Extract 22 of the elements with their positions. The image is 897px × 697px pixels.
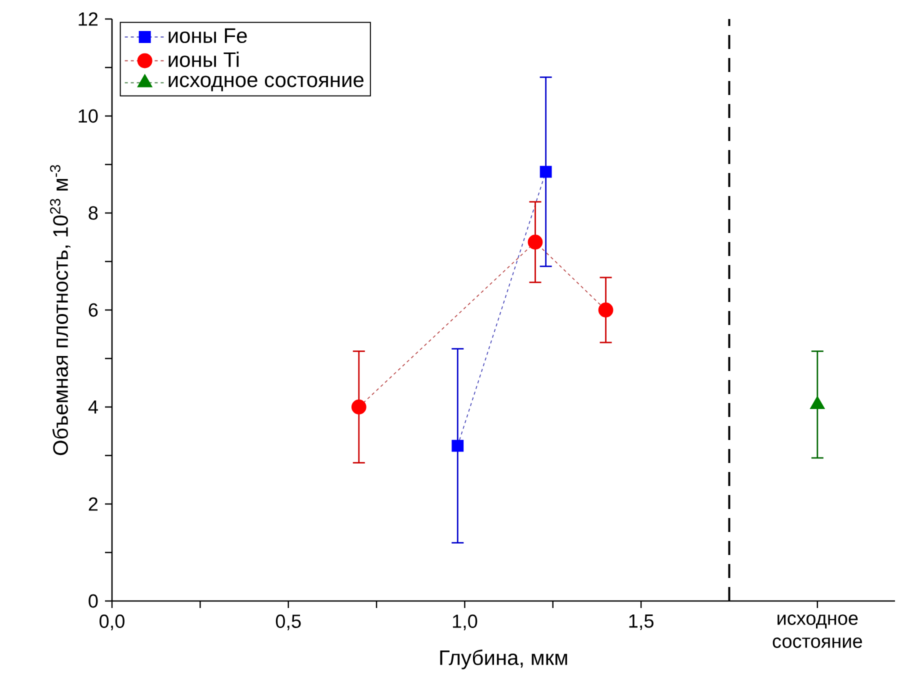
x-tick-label: 1,0 <box>452 614 478 630</box>
legend-label: ионы Ti <box>168 52 239 68</box>
y-tick-label: 10 <box>78 109 98 123</box>
x-tick-label: 0,5 <box>276 614 301 630</box>
point <box>598 302 614 318</box>
y-tick-label: 2 <box>88 497 98 511</box>
x-tick-label: 1,5 <box>629 614 654 630</box>
y-axis-title: Объемная плотность, 10$^{23}$ м$^{-3}$ <box>50 165 70 456</box>
y-tick-label: 6 <box>88 303 98 317</box>
x-axis-title: Глубина, мкм <box>440 650 568 670</box>
point <box>351 400 366 414</box>
y-tick-label: 4 <box>88 400 98 414</box>
legend-label: исходное состояние <box>168 76 364 92</box>
y-tick-label: 12 <box>78 12 98 26</box>
legend-label: ионы Fe <box>168 28 247 44</box>
y-tick-label: 0 <box>88 594 98 608</box>
x-tick-label: исходное состояние <box>772 614 862 648</box>
point <box>540 166 552 178</box>
point <box>528 234 543 250</box>
point <box>452 440 464 452</box>
y-tick-label: 8 <box>88 206 98 220</box>
x-tick-label: 0,0 <box>100 614 124 630</box>
